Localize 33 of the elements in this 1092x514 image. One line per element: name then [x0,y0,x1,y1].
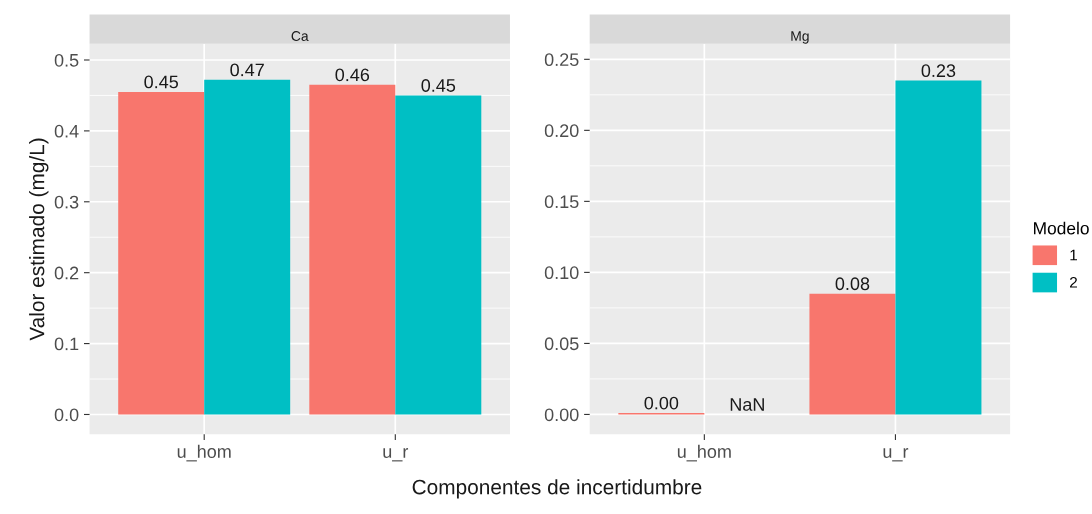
y-axis-title: Valor estimado (mg/L) [29,138,49,341]
data-label: 0.45 [144,75,179,89]
y-tick-label: 0.0 [54,408,79,422]
x-axis-title: Componentes de incertidumbre [412,479,702,499]
y-tick-label: 0.05 [544,337,579,351]
y-tick-label: 0.2 [54,266,79,280]
y-tick-label: 0.25 [544,53,579,67]
chart-title: Ca [291,31,309,41]
data-label: 0.46 [335,68,370,82]
x-tick-label: u_r [883,448,909,462]
legend-label: 2 [1070,276,1077,288]
bar [809,293,896,415]
text: NaN [730,398,764,411]
legend-label: 1 [1070,249,1078,261]
y-tick-label: 0.15 [544,195,579,209]
bar [895,80,982,415]
chart-title: Mg [791,31,809,44]
data-label: 0.47 [230,63,264,77]
legend-title: Modelo [1034,221,1089,235]
x-tick-label: u_hom [177,444,231,462]
y-tick-label: 0.3 [54,195,79,209]
y-tick-label: 0.4 [54,124,79,138]
y-tick-label: 0.5 [54,53,79,67]
data-label: 0.45 [421,79,456,92]
y-tick-label: 0.1 [54,337,79,351]
y-tick-label: 0.00 [544,408,579,422]
data-label: 0.08 [835,277,870,291]
data-label: 0.00 [644,396,679,410]
data-label: 0.23 [921,64,956,78]
y-tick-label: 0.20 [544,124,579,138]
y-tick-label: 0.10 [544,266,579,280]
x-tick-label: u_hom [677,444,731,462]
x-tick-label: u_r [383,448,409,462]
